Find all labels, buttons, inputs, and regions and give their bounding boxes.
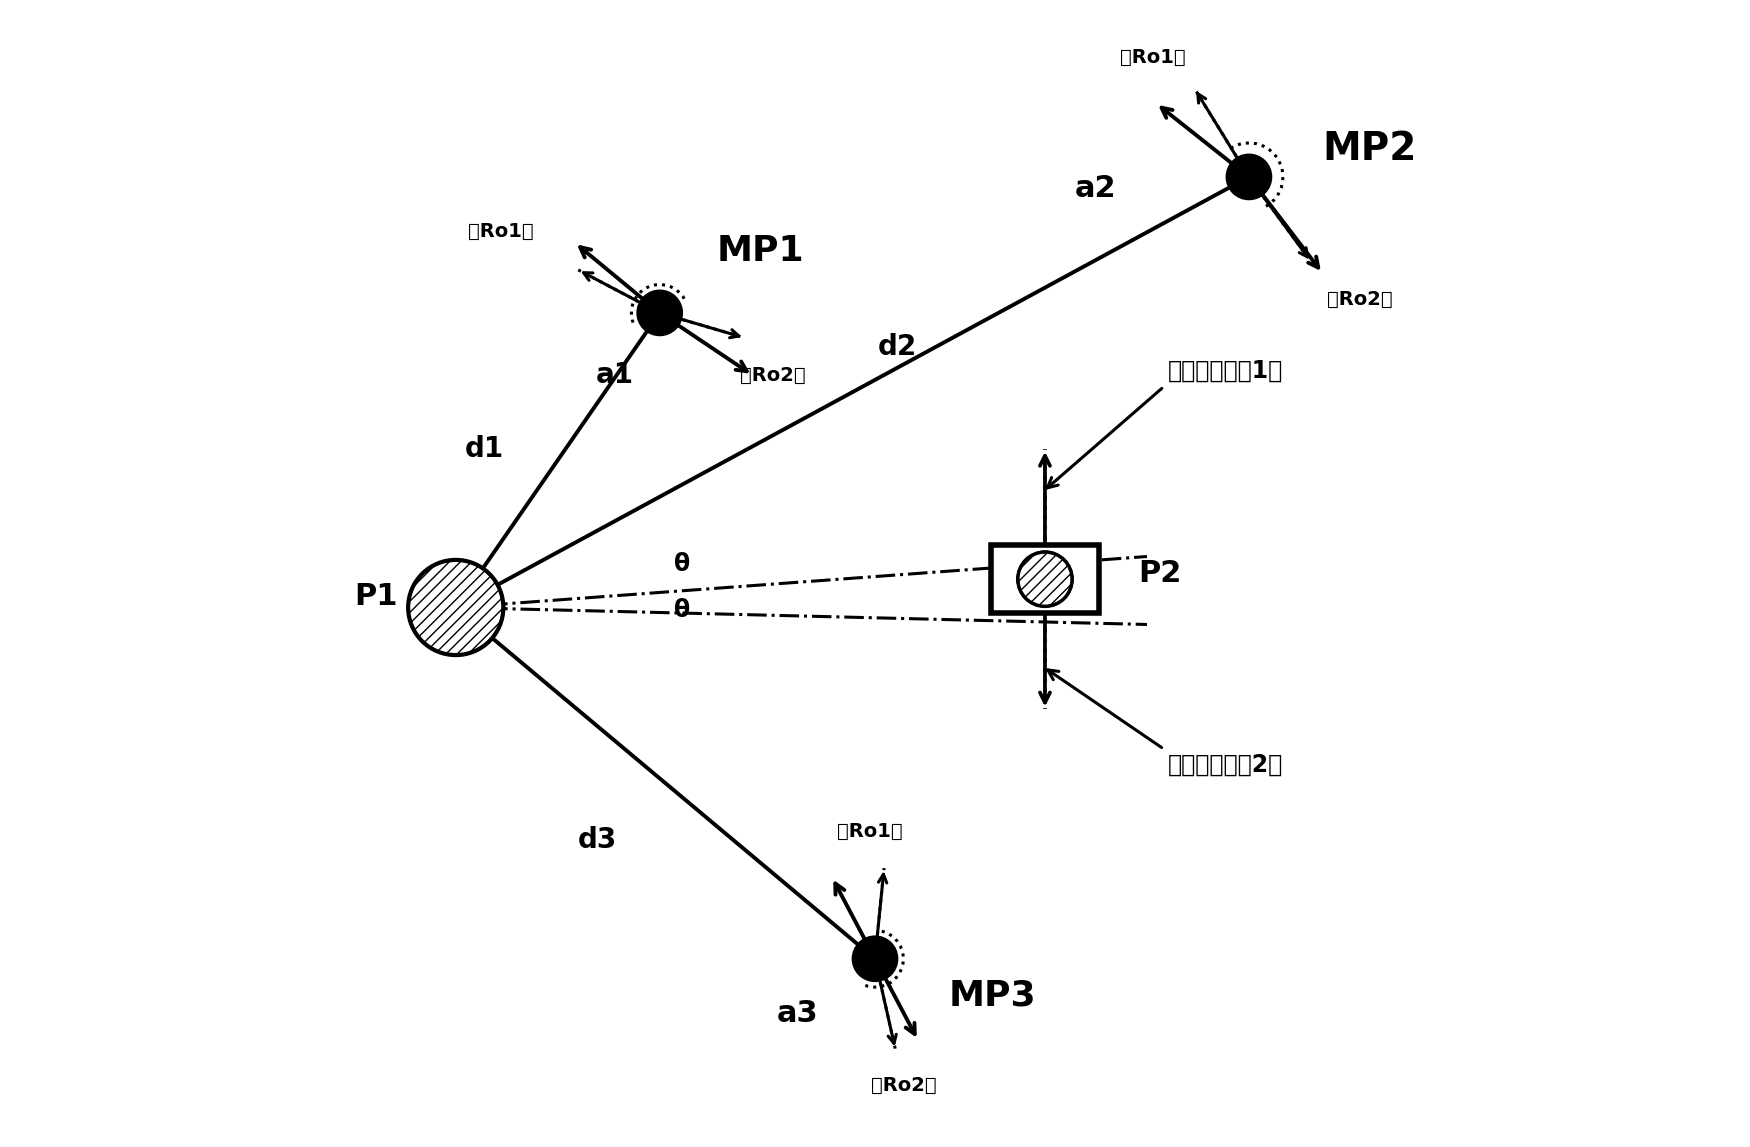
Text: MP2: MP2 [1323,130,1418,167]
Text: a2: a2 [1074,173,1116,203]
Text: （Ro1）: （Ro1） [469,221,534,241]
Text: a1: a1 [595,361,633,389]
Text: θ: θ [674,598,691,622]
Text: d1: d1 [464,435,504,463]
Text: d2: d2 [878,333,917,361]
Text: P1: P1 [355,582,399,610]
Circle shape [852,936,898,982]
FancyBboxPatch shape [990,545,1099,614]
Circle shape [1018,552,1073,607]
Text: 第一次旋转（1）: 第一次旋转（1） [1167,359,1283,383]
Text: P2: P2 [1138,559,1181,588]
Text: （Ro2）: （Ro2） [1326,290,1393,309]
Text: θ: θ [674,553,691,577]
Circle shape [408,560,504,655]
Text: a3: a3 [777,999,819,1028]
Circle shape [1227,154,1272,200]
Text: 第二次旋转（2）: 第二次旋转（2） [1167,752,1283,777]
Text: （Ro1）: （Ro1） [1120,48,1185,68]
Text: （Ro2）: （Ro2） [870,1076,936,1095]
Text: MP1: MP1 [716,234,803,267]
Text: （Ro2）: （Ro2） [740,366,805,384]
Text: （Ro1）: （Ro1） [836,822,903,842]
Text: d3: d3 [578,826,618,853]
Circle shape [637,290,682,336]
Text: MP3: MP3 [949,978,1036,1012]
